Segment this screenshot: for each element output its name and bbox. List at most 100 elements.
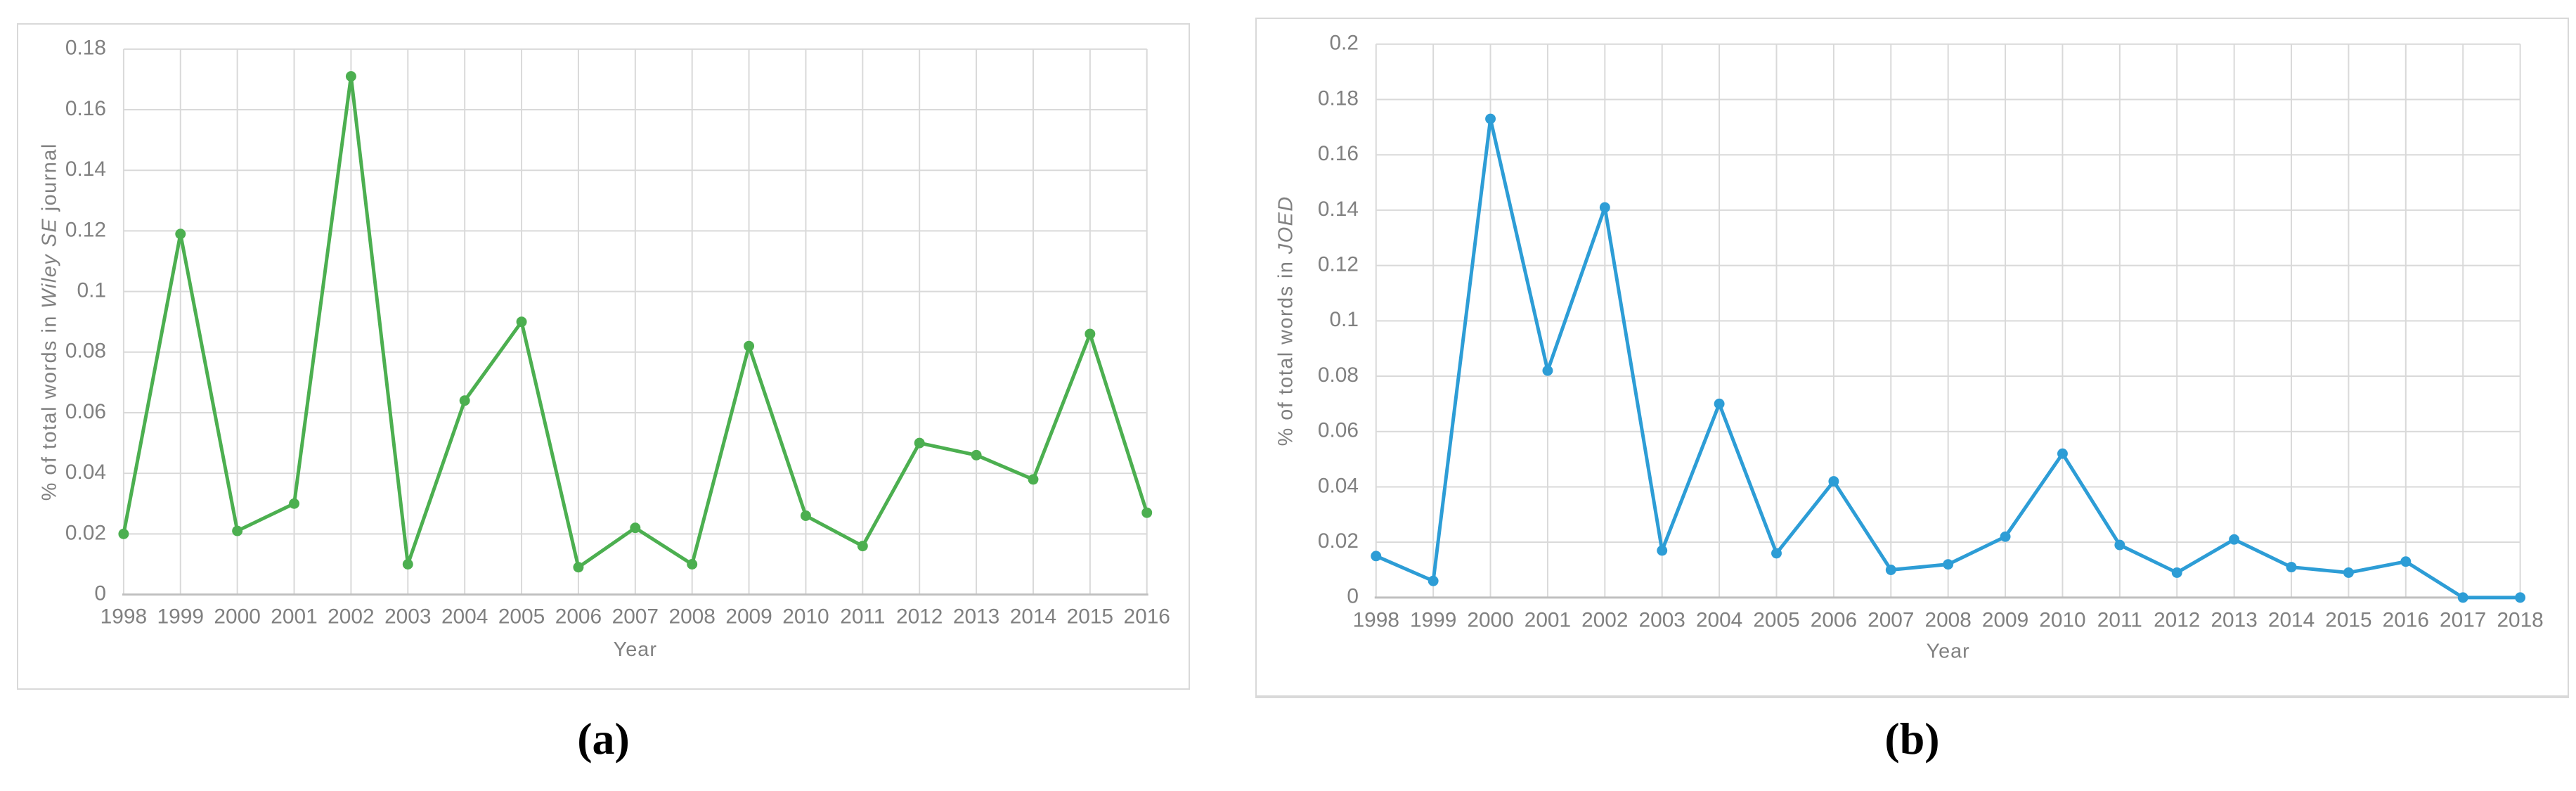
y-tick-label: 0.18 (65, 37, 106, 60)
data-point (1885, 565, 1896, 575)
x-tick-label: 2013 (2211, 609, 2257, 632)
x-tick-label: 2006 (555, 605, 602, 628)
x-tick-label: 2000 (1467, 609, 1513, 632)
y-tick-label: 0.18 (1318, 86, 1359, 110)
caption-a: (a) (577, 714, 630, 764)
data-point (118, 528, 129, 539)
y-tick-label: 0.04 (65, 461, 106, 484)
data-point (2400, 556, 2412, 567)
data-point (1771, 548, 1782, 559)
y-tick-label: 0.1 (77, 279, 106, 302)
x-tick-label: 2015 (2325, 609, 2371, 632)
y-tick-label: 0.1 (1329, 308, 1358, 331)
y-tick-label: 0 (94, 581, 106, 605)
x-tick-label: 2016 (2383, 609, 2429, 632)
y-tick-label: 0.08 (65, 340, 106, 363)
y-tick-label: 0.06 (65, 400, 106, 423)
data-points (1371, 113, 2526, 603)
x-tick-label: 2000 (214, 605, 260, 628)
y-axis-labels: 0 0.02 0.04 0.06 0.08 0.1 0.12 0.14 0.16 0.18 0.2 (1318, 32, 1359, 608)
x-tick-label: 2008 (668, 605, 715, 628)
data-point (1599, 202, 1610, 213)
data-point (2457, 592, 2468, 603)
data-point (345, 71, 356, 82)
data-point (1028, 474, 1039, 485)
data-point (1141, 507, 1153, 518)
x-tick-label: 2016 (1124, 605, 1170, 628)
x-tick-label: 2012 (896, 605, 943, 628)
x-tick-label: 2001 (271, 605, 317, 628)
y-tick-label: 0 (1347, 585, 1359, 608)
x-tick-label: 2005 (498, 605, 545, 628)
data-point (232, 525, 243, 536)
x-tick-label: 2018 (2497, 609, 2543, 632)
data-point (1371, 551, 1382, 562)
caption-b: (b) (1884, 714, 1940, 764)
y-tick-label: 0.02 (1318, 529, 1359, 553)
data-point (289, 498, 299, 509)
chart-panel-a: 0 0.02 0.04 0.06 0.08 0.1 0.12 0.14 0.16 0.18 1998… (17, 23, 1190, 690)
y-tick-label: 0.04 (1318, 474, 1359, 497)
x-tick-label: 2002 (328, 605, 374, 628)
data-points (118, 71, 1153, 573)
x-tick-label: 2001 (1525, 609, 1571, 632)
data-point (857, 541, 868, 552)
data-point (914, 437, 925, 449)
vertical-gridlines (1375, 44, 2521, 598)
x-tick-label: 2008 (1925, 609, 1972, 632)
x-tick-label: 2004 (441, 605, 488, 628)
y-tick-label: 0.16 (1318, 142, 1359, 165)
data-point (2000, 531, 2011, 542)
data-point (800, 510, 811, 521)
y-tick-label: 0.08 (1318, 364, 1359, 387)
data-point (2171, 567, 2182, 578)
x-tick-label: 2009 (1982, 609, 2028, 632)
data-point (2114, 539, 2125, 551)
y-axis-labels: 0 0.02 0.04 0.06 0.08 0.1 0.12 0.14 0.16 0.18 (65, 37, 106, 605)
line-chart-b: 0 0.02 0.04 0.06 0.08 0.1 0.12 0.14 0.16 0.18 0.2 1… (1275, 32, 2544, 663)
data-point (1714, 398, 1725, 409)
data-point (516, 316, 527, 328)
x-tick-label: 2006 (1811, 609, 1857, 632)
data-point (1943, 559, 1954, 570)
x-tick-label: 2012 (2154, 609, 2200, 632)
x-tick-label: 2010 (782, 605, 829, 628)
y-axis-title: % of total words in JOED (1275, 195, 1297, 446)
x-axis-title: Year (1927, 640, 1970, 662)
y-tick-label: 0.12 (1318, 252, 1359, 276)
x-tick-label: 1998 (1353, 609, 1399, 632)
data-point (1085, 328, 1096, 340)
x-tick-label: 2013 (953, 605, 999, 628)
data-point (2229, 534, 2240, 545)
x-tick-label: 2004 (1696, 609, 1742, 632)
x-tick-label: 2011 (840, 605, 885, 628)
x-tick-label: 2009 (725, 605, 772, 628)
x-tick-label: 1999 (157, 605, 204, 628)
data-point (630, 522, 641, 534)
x-tick-label: 2005 (1753, 609, 1799, 632)
x-tick-label: 2002 (1581, 609, 1628, 632)
x-tick-label: 2017 (2440, 609, 2486, 632)
x-tick-label: 2003 (1639, 609, 1685, 632)
x-tick-label: 2015 (1067, 605, 1113, 628)
data-point (1542, 365, 1553, 376)
data-point (2515, 592, 2526, 603)
data-point (687, 559, 698, 570)
y-tick-label: 0.12 (65, 218, 106, 241)
y-tick-label: 0.02 (65, 521, 106, 544)
x-tick-label: 2014 (1010, 605, 1056, 628)
y-tick-label: 0.14 (1318, 198, 1359, 221)
y-tick-label: 0.06 (1318, 419, 1359, 442)
line-chart-a: 0 0.02 0.04 0.06 0.08 0.1 0.12 0.14 0.16 0.18 1998… (38, 37, 1170, 661)
chart-panel-b: 0 0.02 0.04 0.06 0.08 0.1 0.12 0.14 0.16 0.18 0.2 1… (1255, 18, 2569, 698)
data-point (971, 449, 982, 461)
data-point (2343, 567, 2354, 578)
data-point (402, 559, 413, 570)
x-tick-label: 1998 (101, 605, 147, 628)
x-tick-label: 2011 (2097, 609, 2142, 632)
y-tick-label: 0.2 (1329, 32, 1358, 55)
x-tick-label: 2007 (1868, 609, 1914, 632)
y-tick-label: 0.14 (65, 157, 106, 181)
x-tick-label: 2003 (384, 605, 431, 628)
